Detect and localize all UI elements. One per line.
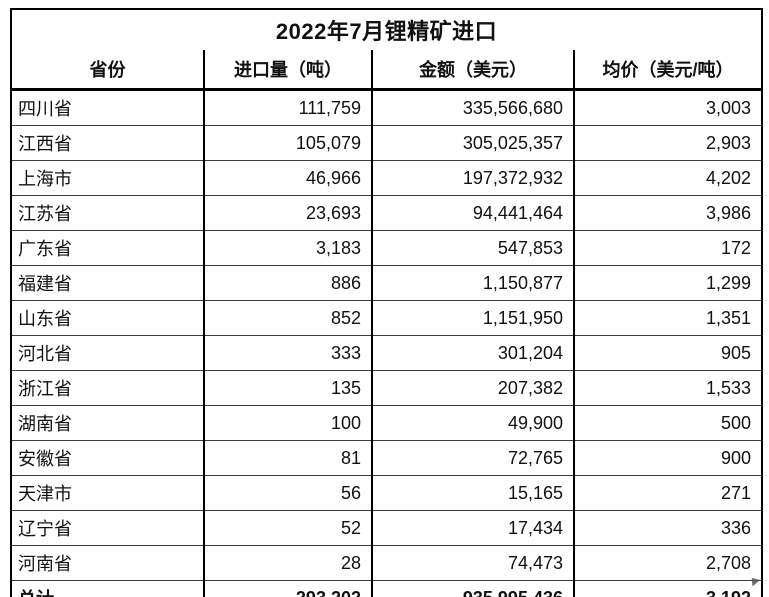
amount-cell: 1,151,950 <box>372 300 575 336</box>
amount-cell: 74,473 <box>372 545 575 581</box>
province-cell: 天津市 <box>11 475 205 511</box>
price-cell: 1,351 <box>574 300 762 336</box>
province-cell: 湖南省 <box>11 405 205 441</box>
price-cell: 905 <box>574 335 762 371</box>
amount-cell: 49,900 <box>372 405 575 441</box>
amount-cell: 547,853 <box>372 230 575 266</box>
price-cell: 172 <box>574 230 762 266</box>
price-cell: 2,903 <box>574 125 762 161</box>
price-cell: 2,708 <box>574 545 762 581</box>
price-cell: 4,202 <box>574 160 762 196</box>
province-cell: 浙江省 <box>11 370 205 406</box>
province-cell: 辽宁省 <box>11 510 205 546</box>
volume-cell: 105,079 <box>204 125 373 161</box>
province-cell: 江苏省 <box>11 195 205 231</box>
table-row: 河南省 28 74,473 2,708 <box>11 545 762 581</box>
amount-cell: 301,204 <box>372 335 575 371</box>
volume-cell: 852 <box>204 300 373 336</box>
price-cell: 271 <box>574 475 762 511</box>
amount-cell: 305,025,357 <box>372 125 575 161</box>
table-row: 广东省 3,183 547,853 172 <box>11 230 762 266</box>
total-amount-cell: 935,995,436 <box>372 580 575 597</box>
volume-cell: 28 <box>204 545 373 581</box>
table-row: 福建省 886 1,150,877 1,299 <box>11 265 762 301</box>
total-price-cell: 3,192 <box>574 581 762 597</box>
volume-cell: 111,759 <box>204 89 373 126</box>
province-cell: 山东省 <box>11 300 205 336</box>
table-row: 安徽省 81 72,765 900 <box>11 440 762 476</box>
amount-cell: 197,372,932 <box>372 160 575 196</box>
volume-cell: 100 <box>204 405 373 441</box>
table-row: 江苏省 23,693 94,441,464 3,986 <box>11 195 762 231</box>
table-row: 四川省 111,759 335,566,680 3,003 <box>11 89 762 126</box>
amount-cell: 1,150,877 <box>372 265 575 301</box>
province-cell: 上海市 <box>11 160 205 196</box>
table-row: 上海市 46,966 197,372,932 4,202 <box>11 160 762 196</box>
province-cell: 江西省 <box>11 125 205 161</box>
volume-cell: 23,693 <box>204 195 373 231</box>
volume-cell: 46,966 <box>204 160 373 196</box>
volume-cell: 333 <box>204 335 373 371</box>
column-header-price: 均价（美元/吨） <box>574 50 762 91</box>
table-row: 天津市 56 15,165 271 <box>11 475 762 511</box>
amount-cell: 17,434 <box>372 510 575 546</box>
price-cell: 336 <box>574 510 762 546</box>
province-cell: 四川省 <box>11 89 205 126</box>
table-row: 辽宁省 52 17,434 336 <box>11 510 762 546</box>
amount-cell: 94,441,464 <box>372 195 575 231</box>
amount-cell: 15,165 <box>372 475 575 511</box>
column-header-volume: 进口量（吨） <box>204 50 373 91</box>
price-cell: 1,299 <box>574 265 762 301</box>
province-cell: 安徽省 <box>11 440 205 476</box>
price-cell: 3,003 <box>574 89 762 126</box>
amount-cell: 335,566,680 <box>372 89 575 126</box>
volume-cell: 135 <box>204 370 373 406</box>
total-volume-cell: 293,202 <box>204 580 373 597</box>
province-cell: 河北省 <box>11 335 205 371</box>
table-row: 河北省 333 301,204 905 <box>11 335 762 371</box>
volume-cell: 52 <box>204 510 373 546</box>
table-row: 山东省 852 1,151,950 1,351 <box>11 300 762 336</box>
volume-cell: 81 <box>204 440 373 476</box>
column-header-amount: 金额（美元） <box>372 50 575 91</box>
header-row: 省份 进口量（吨） 金额（美元） 均价（美元/吨） <box>11 50 762 91</box>
volume-cell: 886 <box>204 265 373 301</box>
price-cell: 3,986 <box>574 195 762 231</box>
price-cell: 900 <box>574 440 762 476</box>
title-row: 2022年7月锂精矿进口 <box>11 9 762 50</box>
total-row: 总计 293,202 935,995,436 3,192 <box>11 580 762 597</box>
amount-cell: 207,382 <box>372 370 575 406</box>
table-row: 浙江省 135 207,382 1,533 <box>11 370 762 406</box>
table-title: 2022年7月锂精矿进口 <box>275 19 498 44</box>
volume-cell: 56 <box>204 475 373 511</box>
column-header-province: 省份 <box>11 50 205 91</box>
province-cell: 广东省 <box>11 230 205 266</box>
import-table: 2022年7月锂精矿进口 省份 进口量（吨） 金额（美元） 均价（美元/吨） 四… <box>10 8 763 597</box>
table-row: 江西省 105,079 305,025,357 2,903 <box>11 125 762 161</box>
table-row: 湖南省 100 49,900 500 <box>11 405 762 441</box>
table-body: 四川省 111,759 335,566,680 3,003 江西省 105,07… <box>11 89 762 597</box>
total-label-cell: 总计 <box>11 580 205 597</box>
province-cell: 河南省 <box>11 545 205 581</box>
amount-cell: 72,765 <box>372 440 575 476</box>
price-cell: 500 <box>574 405 762 441</box>
province-cell: 福建省 <box>11 265 205 301</box>
volume-cell: 3,183 <box>204 230 373 266</box>
price-cell: 1,533 <box>574 370 762 406</box>
